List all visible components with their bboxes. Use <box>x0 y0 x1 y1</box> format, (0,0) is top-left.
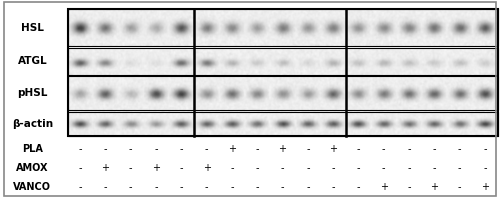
Text: +: + <box>430 182 438 192</box>
Text: pHSL: pHSL <box>17 88 48 98</box>
Bar <box>68 111 498 136</box>
Text: -: - <box>205 182 208 192</box>
Text: -: - <box>356 182 360 192</box>
Text: VANCO: VANCO <box>14 182 52 192</box>
Text: +: + <box>102 163 110 173</box>
Text: +: + <box>152 163 160 173</box>
Text: -: - <box>407 182 410 192</box>
Text: -: - <box>230 182 234 192</box>
Text: -: - <box>180 182 183 192</box>
Text: -: - <box>129 163 132 173</box>
Text: -: - <box>205 144 208 154</box>
Text: -: - <box>104 182 107 192</box>
Bar <box>68 9 498 46</box>
Bar <box>68 9 498 136</box>
Text: -: - <box>306 163 310 173</box>
Text: -: - <box>432 163 436 173</box>
Text: -: - <box>154 182 158 192</box>
Text: -: - <box>281 163 284 173</box>
Text: -: - <box>230 163 234 173</box>
Text: -: - <box>129 182 132 192</box>
Text: -: - <box>458 163 462 173</box>
Text: +: + <box>329 144 337 154</box>
Text: -: - <box>281 182 284 192</box>
Text: +: + <box>481 182 489 192</box>
Text: -: - <box>78 163 82 173</box>
Text: -: - <box>154 144 158 154</box>
Text: -: - <box>356 163 360 173</box>
Text: -: - <box>407 163 410 173</box>
Text: -: - <box>306 144 310 154</box>
Text: -: - <box>104 144 107 154</box>
Text: +: + <box>228 144 236 154</box>
Text: -: - <box>78 144 82 154</box>
Bar <box>68 76 498 110</box>
Text: -: - <box>78 182 82 192</box>
Text: +: + <box>278 144 286 154</box>
Text: -: - <box>458 182 462 192</box>
Text: -: - <box>483 163 486 173</box>
Text: -: - <box>483 144 486 154</box>
Text: -: - <box>382 163 386 173</box>
Text: -: - <box>180 163 183 173</box>
Text: +: + <box>380 182 388 192</box>
Text: PLA: PLA <box>22 144 43 154</box>
Text: -: - <box>382 144 386 154</box>
Text: -: - <box>256 144 259 154</box>
Text: +: + <box>202 163 210 173</box>
Text: -: - <box>256 182 259 192</box>
Text: β-actin: β-actin <box>12 119 53 129</box>
Text: HSL: HSL <box>21 23 44 33</box>
Text: -: - <box>458 144 462 154</box>
Text: -: - <box>180 144 183 154</box>
Text: -: - <box>332 182 335 192</box>
Bar <box>68 48 498 75</box>
Text: -: - <box>256 163 259 173</box>
Text: AMOX: AMOX <box>16 163 48 173</box>
Text: -: - <box>129 144 132 154</box>
Text: -: - <box>306 182 310 192</box>
Text: -: - <box>432 144 436 154</box>
Text: ATGL: ATGL <box>18 56 47 66</box>
Text: -: - <box>356 144 360 154</box>
Text: -: - <box>332 163 335 173</box>
Text: -: - <box>407 144 410 154</box>
